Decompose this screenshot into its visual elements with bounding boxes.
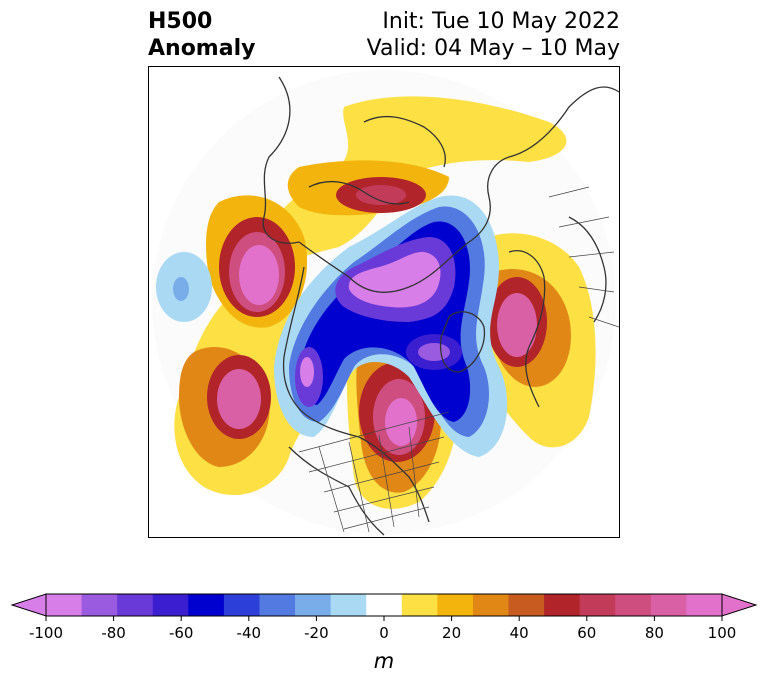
colorbar-tick-label: -40 — [237, 624, 262, 642]
colorbar-band — [615, 594, 652, 616]
colorbar-band — [81, 594, 118, 616]
positive-core-nepacific-2 — [217, 369, 261, 429]
colorbar-band — [650, 594, 687, 616]
colorbar-band — [152, 594, 189, 616]
init-date: Init: Tue 10 May 2022 — [382, 9, 620, 34]
anomaly-map — [148, 66, 620, 538]
negative-anomaly-core — [348, 251, 441, 308]
coastlines — [262, 76, 619, 536]
colorbar-tick-label: 20 — [442, 624, 461, 642]
colorbar-band — [401, 594, 438, 616]
colorbar-svg: -100 -80 -60 -40 -20 0 20 40 60 80 100 m — [10, 593, 758, 673]
political-borders — [298, 186, 619, 533]
colorbar-band — [295, 594, 332, 616]
positive-core-siberia-inner — [356, 185, 406, 205]
colorbar-band — [508, 594, 545, 616]
colorbar-band — [366, 594, 403, 616]
colorbar-tick-label: -100 — [29, 624, 63, 642]
positive-core-bering-3 — [239, 245, 279, 305]
colorbar-band — [544, 594, 581, 616]
positive-anomaly-ring-yellow — [174, 96, 567, 496]
colorbar-band — [188, 594, 225, 616]
colorbar-band — [437, 594, 474, 616]
colorbar-ticks: -100 -80 -60 -40 -20 0 20 40 60 80 100 — [29, 616, 736, 642]
colorbar-tick-label: -80 — [101, 624, 126, 642]
colorbar-band — [472, 594, 510, 616]
colorbar-extend-high — [721, 593, 758, 617]
colorbar-tick-label: 0 — [379, 624, 389, 642]
colorbar-band — [330, 594, 367, 616]
colorbar-tick-label: -60 — [169, 624, 194, 642]
negative-core-wcanada-2 — [300, 357, 314, 387]
colorbar-band — [117, 594, 154, 616]
colorbar-band — [579, 594, 616, 616]
colorbar-band — [686, 594, 723, 616]
colorbar-tick-label: 40 — [510, 624, 529, 642]
negative-core-atlantic-2 — [418, 343, 450, 361]
title-variable: H500 — [148, 9, 213, 34]
title-type: Anomaly — [148, 36, 256, 61]
colorbar-tick-label: 60 — [577, 624, 596, 642]
map-canvas — [152, 70, 619, 536]
negative-anomaly-pacific-core — [173, 277, 189, 301]
positive-core-eastna-3 — [385, 398, 417, 446]
positive-core-europe-2 — [497, 293, 537, 357]
colorbar: -100 -80 -60 -40 -20 0 20 40 60 80 100 m — [0, 586, 768, 688]
colorbar-bands — [10, 593, 758, 617]
colorbar-tick-label: 80 — [645, 624, 664, 642]
colorbar-band — [259, 594, 296, 616]
valid-range: Valid: 04 May – 10 May — [366, 36, 620, 61]
title-left: H500 Anomaly — [148, 8, 255, 62]
colorbar-extend-low — [10, 593, 47, 617]
colorbar-unit: m — [374, 649, 394, 673]
colorbar-band — [223, 594, 260, 616]
title-right: Init: Tue 10 May 2022 Valid: 04 May – 10… — [367, 8, 620, 62]
colorbar-tick-label: -20 — [304, 624, 329, 642]
colorbar-tick-label: 100 — [708, 624, 737, 642]
anomaly-field — [156, 96, 596, 509]
colorbar-band — [46, 594, 83, 616]
